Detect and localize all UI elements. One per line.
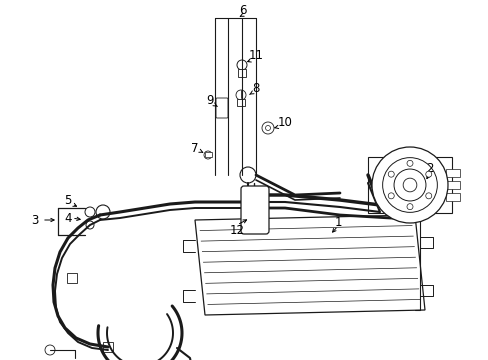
FancyBboxPatch shape — [216, 98, 227, 118]
Circle shape — [240, 167, 256, 183]
Circle shape — [262, 122, 273, 134]
Text: 2: 2 — [426, 162, 433, 175]
Text: 6: 6 — [239, 4, 246, 17]
Circle shape — [237, 60, 246, 70]
Text: 5: 5 — [64, 194, 72, 207]
Bar — [445, 181, 459, 189]
Circle shape — [244, 190, 264, 210]
Text: 1: 1 — [334, 216, 341, 229]
FancyBboxPatch shape — [241, 186, 268, 234]
Bar — [67, 273, 77, 283]
Bar — [237, 99, 244, 106]
Circle shape — [406, 204, 412, 210]
Circle shape — [203, 151, 212, 159]
Circle shape — [85, 207, 95, 217]
Text: 3: 3 — [31, 213, 39, 226]
Circle shape — [406, 160, 412, 166]
Bar — [445, 169, 459, 177]
Bar — [367, 157, 451, 213]
Circle shape — [45, 345, 55, 355]
Text: 4: 4 — [64, 212, 72, 225]
Polygon shape — [195, 215, 424, 315]
Text: 7: 7 — [191, 141, 198, 154]
Text: 11: 11 — [248, 49, 263, 62]
Circle shape — [425, 193, 431, 199]
Text: 8: 8 — [252, 81, 259, 95]
Circle shape — [387, 171, 393, 177]
Bar — [103, 342, 113, 352]
Bar — [238, 69, 245, 77]
Circle shape — [86, 221, 94, 229]
Bar — [204, 152, 212, 157]
Circle shape — [382, 158, 436, 212]
Text: 12: 12 — [229, 224, 244, 237]
Circle shape — [371, 147, 447, 223]
Text: 9: 9 — [206, 94, 213, 107]
Circle shape — [387, 193, 393, 199]
Circle shape — [402, 178, 416, 192]
Circle shape — [96, 205, 110, 219]
Text: 10: 10 — [277, 116, 292, 129]
Circle shape — [393, 169, 425, 201]
Circle shape — [425, 171, 431, 177]
Circle shape — [236, 90, 245, 100]
Bar — [445, 193, 459, 201]
Circle shape — [265, 126, 270, 131]
